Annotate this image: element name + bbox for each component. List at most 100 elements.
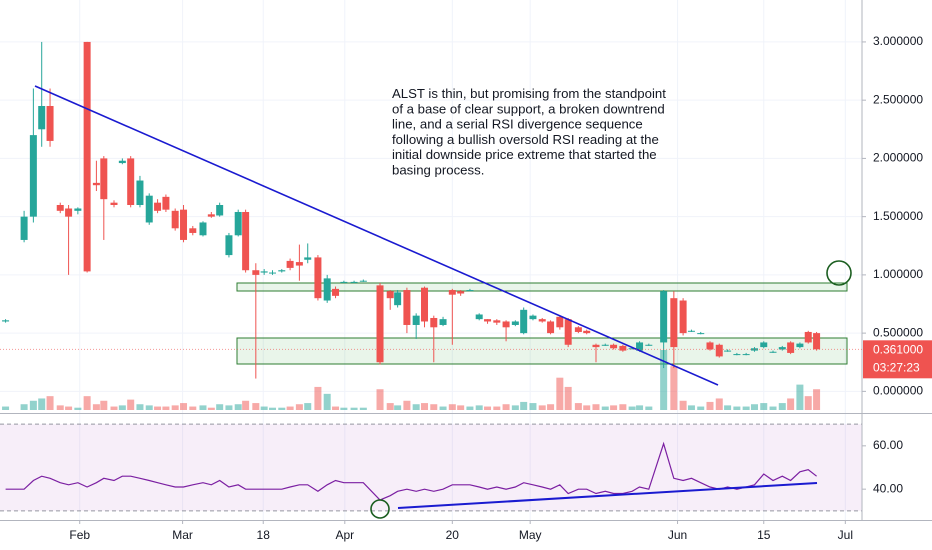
volume-bar (670, 366, 678, 410)
y-tick-label: 60.00 (873, 438, 903, 452)
y-tick-label: 2.500000 (873, 92, 923, 106)
volume-bar (65, 406, 73, 410)
volume-bar (314, 386, 322, 410)
volume-bar (448, 404, 456, 410)
candle-body (199, 222, 207, 236)
annotation-line: following a bullish oversold RSI reading… (392, 132, 659, 147)
candle-body (269, 272, 277, 274)
candle-body (56, 205, 64, 211)
candle-body (242, 211, 250, 271)
volume-bar (813, 389, 821, 410)
candle-body (286, 260, 294, 268)
volume-bar (225, 405, 233, 410)
y-tick-label: 0.500000 (873, 325, 923, 339)
volume (2, 350, 821, 410)
volume-bar (136, 404, 144, 410)
volume-bar (216, 404, 224, 410)
candle-body (29, 135, 37, 217)
y-tick-label: 0.000000 (873, 384, 923, 398)
candle-body (706, 342, 714, 350)
candle-body (430, 317, 438, 328)
volume-bar (760, 403, 768, 410)
downtrend-line (34, 85, 719, 386)
candle-body (403, 290, 411, 325)
candle-body (787, 342, 795, 353)
volume-bar (636, 405, 644, 410)
candle-body (207, 214, 215, 217)
volume-bar (189, 406, 197, 410)
volume-bar (564, 386, 572, 410)
candle-body (538, 319, 546, 322)
candle-body (493, 320, 501, 323)
candle-body (645, 344, 653, 346)
candle-body (421, 287, 429, 322)
candle-body (750, 348, 758, 351)
rsi-trend-line (397, 482, 818, 509)
candle-body (340, 281, 348, 283)
volume-bar (787, 398, 795, 410)
candle-body (216, 205, 224, 216)
candles (2, 41, 821, 379)
candle-body (225, 235, 233, 256)
volume-bar (323, 393, 331, 410)
volume-bar (154, 406, 162, 410)
candle-body (162, 196, 170, 210)
annotation: ALST is thin, but promising from the sta… (392, 86, 666, 178)
volume-bar (20, 404, 28, 410)
volume-bar (439, 406, 447, 410)
target-circle (826, 260, 852, 286)
candle-body (475, 314, 483, 320)
volume-bar (574, 403, 582, 410)
volume-bar (484, 406, 492, 410)
volume-bar (610, 405, 618, 410)
candle-body (20, 216, 28, 240)
x-tick-label: 15 (757, 528, 771, 542)
volume-bar (742, 406, 750, 410)
volume-bar (804, 396, 812, 410)
annotation-line: basing process. (392, 163, 484, 178)
candle-body (511, 321, 519, 325)
volume-bar (750, 404, 758, 410)
volume-bar (242, 400, 250, 410)
rsi-line (5, 441, 817, 501)
candle-body (323, 278, 331, 301)
volume-bar (538, 405, 546, 410)
candle-body (457, 291, 465, 294)
candle-body (670, 298, 678, 348)
candle-body (813, 333, 821, 350)
candle-body (679, 300, 687, 334)
candle-body (234, 211, 242, 236)
candle-body (502, 321, 510, 328)
volume-bar (234, 404, 242, 410)
volume-bar (295, 404, 303, 410)
candle-body (547, 321, 555, 334)
volume-bar (260, 406, 268, 410)
candle-body (439, 319, 447, 325)
volume-bar (38, 398, 46, 410)
volume-bar (583, 405, 591, 410)
candle-body (412, 315, 420, 325)
volume-bar (466, 406, 474, 410)
volume-bar (207, 407, 215, 410)
volume-bar (520, 401, 528, 410)
candle-body (38, 105, 46, 130)
volume-bar (403, 400, 411, 410)
annotation-line: line, and a serial RSI divergence sequen… (392, 117, 643, 132)
volume-bar (706, 401, 714, 410)
candle-body (601, 344, 609, 346)
support-zone (236, 337, 848, 365)
candle-body (742, 354, 750, 356)
volume-bar (100, 400, 108, 410)
candle-body (556, 316, 564, 328)
volume-bar (2, 406, 10, 410)
axes: 0.000000 0.500000 1.000000 1.500000 2.000000… (0, 34, 932, 542)
last-price-tag (863, 340, 932, 379)
candle-body (778, 347, 786, 350)
volume-bar (286, 406, 294, 410)
candle-body (687, 330, 695, 332)
volume-bar (180, 403, 188, 410)
rsi (5, 441, 817, 501)
candle-body (314, 257, 322, 299)
x-tick-label: Jun (668, 528, 687, 542)
